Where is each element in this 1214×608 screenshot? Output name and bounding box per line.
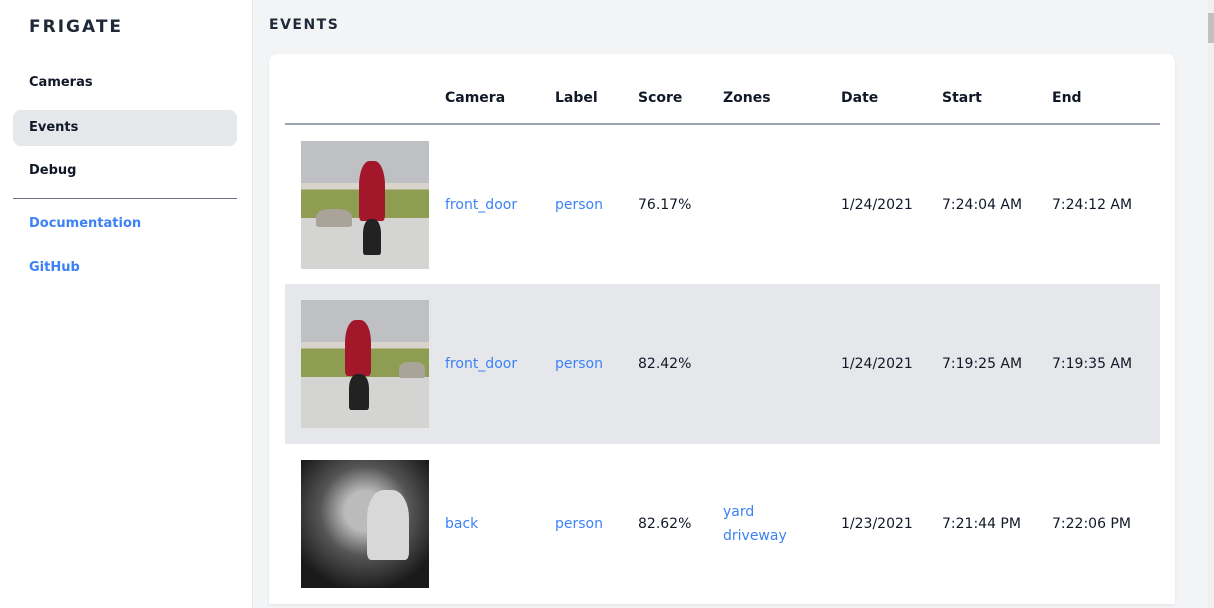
col-end: End (1052, 54, 1160, 125)
zone-link[interactable]: driveway (723, 528, 787, 544)
sidebar-item-cameras[interactable]: Cameras (29, 75, 93, 90)
scrollbar-thumb[interactable] (1208, 13, 1214, 43)
label-link[interactable]: person (555, 356, 603, 372)
brand-logo[interactable]: FRIGATE (29, 17, 124, 37)
label-link[interactable]: person (555, 516, 603, 532)
col-thumbnail (285, 54, 445, 125)
date: 1/24/2021 (841, 196, 913, 213)
events-card: Camera Label Score Zones Date Start End … (269, 54, 1175, 604)
sidebar-item-debug[interactable]: Debug (29, 163, 77, 178)
col-score: Score (638, 54, 723, 125)
start-time: 7:21:44 PM (942, 516, 1021, 532)
camera-link[interactable]: front_door (445, 196, 518, 213)
end-time: 7:19:35 AM (1052, 284, 1160, 444)
col-date: Date (841, 54, 942, 125)
zones: yard driveway (723, 444, 841, 604)
scrollbar[interactable] (1208, 0, 1214, 608)
col-label: Label (555, 54, 638, 125)
date: 1/24/2021 (841, 284, 942, 444)
events-table: Camera Label Score Zones Date Start End … (285, 54, 1160, 604)
score: 82.62% (638, 516, 692, 532)
table-row[interactable]: front_door person 82.42% 1/24/2021 7:19:… (285, 284, 1160, 444)
label-link[interactable]: person (555, 196, 603, 213)
col-camera: Camera (445, 54, 555, 125)
sidebar: FRIGATE Cameras Events Debug Documentati… (0, 0, 253, 608)
camera-link[interactable]: front_door (445, 356, 518, 372)
col-zones: Zones (723, 54, 841, 125)
col-start: Start (942, 54, 1052, 125)
zones (723, 124, 841, 284)
start-time: 7:24:04 AM (942, 196, 1023, 213)
date: 1/23/2021 (841, 516, 913, 532)
end-time: 7:24:12 AM (1052, 196, 1133, 213)
sidebar-divider (13, 198, 237, 199)
zone-link[interactable]: yard (723, 504, 755, 520)
table-row[interactable]: front_door person 76.17% 1/24/2021 7:24:… (285, 124, 1160, 284)
event-thumbnail[interactable] (301, 300, 429, 428)
event-thumbnail[interactable] (301, 140, 429, 269)
page-title: EVENTS (269, 17, 340, 33)
end-time: 7:22:06 PM (1052, 516, 1131, 532)
table-header: Camera Label Score Zones Date Start End (285, 54, 1160, 125)
score: 82.42% (638, 284, 723, 444)
sidebar-link-github[interactable]: GitHub (29, 260, 80, 275)
event-thumbnail[interactable] (301, 460, 429, 588)
sidebar-item-events[interactable]: Events (13, 110, 237, 146)
camera-link[interactable]: back (445, 516, 479, 532)
score: 76.17% (638, 196, 692, 213)
start-time: 7:19:25 AM (942, 284, 1052, 444)
zones (723, 284, 841, 444)
table-row[interactable]: back person 82.62% yard driveway 1/23/202… (285, 444, 1160, 604)
sidebar-link-documentation[interactable]: Documentation (29, 216, 142, 231)
